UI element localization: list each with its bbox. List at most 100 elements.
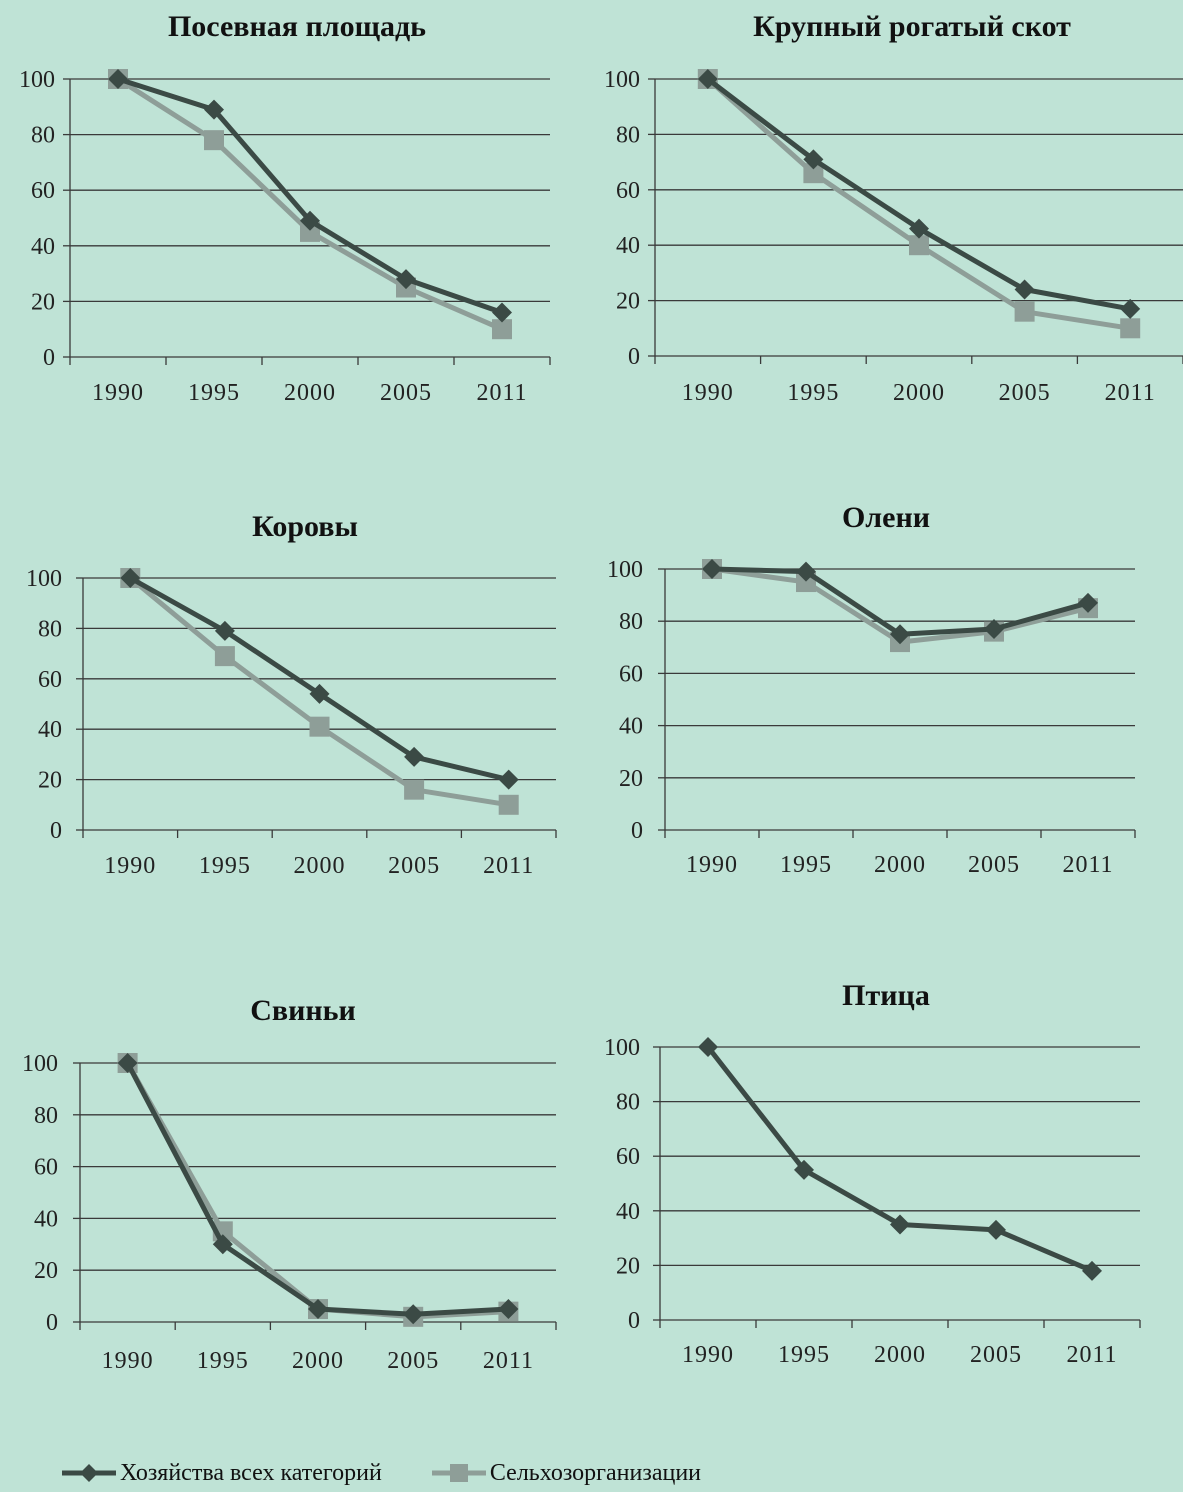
data-point-square (1014, 301, 1035, 322)
x-tick-label: 2000 (292, 1348, 344, 1374)
chart-title: Олени (842, 501, 930, 534)
y-tick-label: 100 (607, 557, 643, 583)
data-point-diamond (204, 99, 224, 120)
data-point-diamond (492, 302, 512, 323)
y-tick-label: 20 (31, 289, 55, 315)
x-tick-label: 2005 (388, 853, 440, 879)
y-tick-label: 80 (34, 1103, 58, 1129)
data-point-square (498, 794, 519, 815)
chart-title: Птица (842, 979, 930, 1012)
data-point-diamond (498, 1299, 519, 1320)
x-tick-label: 2011 (483, 853, 534, 879)
y-tick-label: 80 (31, 123, 55, 149)
data-point-diamond (214, 620, 235, 641)
y-tick-label: 100 (22, 1051, 58, 1077)
data-point-diamond (986, 1219, 1006, 1240)
x-tick-label: 1995 (188, 380, 240, 406)
y-tick-label: 40 (619, 714, 643, 740)
data-point-diamond (1078, 592, 1098, 613)
data-point-diamond (108, 69, 128, 89)
data-point-diamond (1120, 298, 1141, 319)
y-tick-label: 20 (619, 766, 643, 792)
x-tick-label: 1990 (686, 852, 738, 878)
x-tick-label: 2011 (1062, 852, 1113, 878)
data-point-diamond (796, 561, 816, 582)
x-tick-label: 2005 (968, 852, 1020, 878)
data-point-square (492, 319, 512, 340)
legend: Хозяйства всех категорий Сельхозорганиза… (60, 1458, 749, 1488)
y-tick-label: 60 (616, 1144, 640, 1170)
x-tick-label: 2011 (476, 380, 527, 406)
x-tick-label: 2000 (284, 380, 336, 406)
data-point-diamond (890, 624, 910, 645)
chart-title: Коровы (252, 510, 358, 543)
series-line (125, 1061, 509, 1320)
legend-label-all-categories: Хозяйства всех категорий (120, 1459, 382, 1486)
y-tick-label: 60 (31, 178, 55, 204)
data-point-square (300, 221, 320, 242)
x-tick-label: 1990 (102, 1348, 154, 1374)
data-point-square (309, 716, 330, 737)
series-line (706, 77, 1131, 312)
data-point-diamond (396, 269, 416, 290)
y-tick-label: 100 (604, 1035, 640, 1061)
y-tick-label: 0 (50, 818, 62, 844)
data-point-diamond (120, 568, 141, 588)
y-tick-label: 40 (38, 717, 62, 743)
x-tick-label: 1995 (787, 380, 839, 406)
legend-item-all-categories: Хозяйства всех категорий (60, 1460, 382, 1487)
data-point-diamond (803, 149, 824, 170)
y-tick-label: 20 (616, 289, 640, 315)
data-point-diamond (697, 69, 718, 89)
y-tick-label: 100 (604, 67, 640, 93)
data-point-square (204, 130, 224, 151)
data-point-diamond (702, 559, 722, 579)
data-point-diamond (1082, 1260, 1102, 1281)
y-tick-label: 40 (34, 1206, 58, 1232)
series-line (125, 1061, 509, 1317)
x-tick-label: 2011 (483, 1348, 534, 1374)
legend-item-agro-organizations: Сельхозорганизации (430, 1460, 701, 1487)
chart-title: Крупный рогатый скот (753, 10, 1071, 43)
chart-title: Свиньи (250, 994, 356, 1027)
series-line (706, 77, 1131, 331)
y-tick-label: 0 (46, 1310, 58, 1336)
diamond-line-icon (62, 1464, 116, 1482)
y-tick-label: 80 (616, 122, 640, 148)
data-point-diamond (308, 1299, 328, 1320)
y-tick-label: 20 (38, 768, 62, 794)
y-tick-label: 60 (38, 667, 62, 693)
y-tick-label: 0 (43, 345, 55, 371)
y-tick-label: 40 (31, 234, 55, 260)
data-point-square (909, 235, 929, 256)
x-tick-label: 1990 (682, 380, 734, 406)
x-tick-label: 1990 (104, 853, 156, 879)
x-tick-label: 1995 (780, 852, 832, 878)
x-tick-label: 2005 (970, 1342, 1022, 1368)
y-tick-label: 80 (616, 1090, 640, 1116)
data-point-square (404, 779, 425, 800)
x-tick-label: 2000 (893, 380, 945, 406)
data-point-diamond (117, 1053, 138, 1073)
y-tick-label: 100 (26, 566, 62, 592)
y-tick-label: 60 (619, 661, 643, 687)
data-point-diamond (212, 1234, 233, 1255)
x-tick-label: 2000 (874, 1342, 926, 1368)
data-point-diamond (300, 210, 320, 231)
y-tick-label: 20 (616, 1253, 640, 1279)
data-point-diamond (984, 619, 1004, 640)
x-tick-label: 2011 (1066, 1342, 1117, 1368)
data-point-diamond (1014, 279, 1035, 300)
x-tick-label: 2011 (1105, 380, 1156, 406)
x-tick-label: 1995 (199, 853, 251, 879)
data-point-diamond (794, 1159, 814, 1180)
data-point-square (214, 646, 235, 667)
data-point-diamond (698, 1037, 718, 1057)
x-tick-label: 2000 (874, 852, 926, 878)
data-point-diamond (890, 1214, 910, 1235)
y-tick-label: 40 (616, 233, 640, 259)
x-tick-label: 2005 (380, 380, 432, 406)
y-tick-label: 20 (34, 1258, 58, 1284)
x-tick-label: 2005 (999, 380, 1051, 406)
